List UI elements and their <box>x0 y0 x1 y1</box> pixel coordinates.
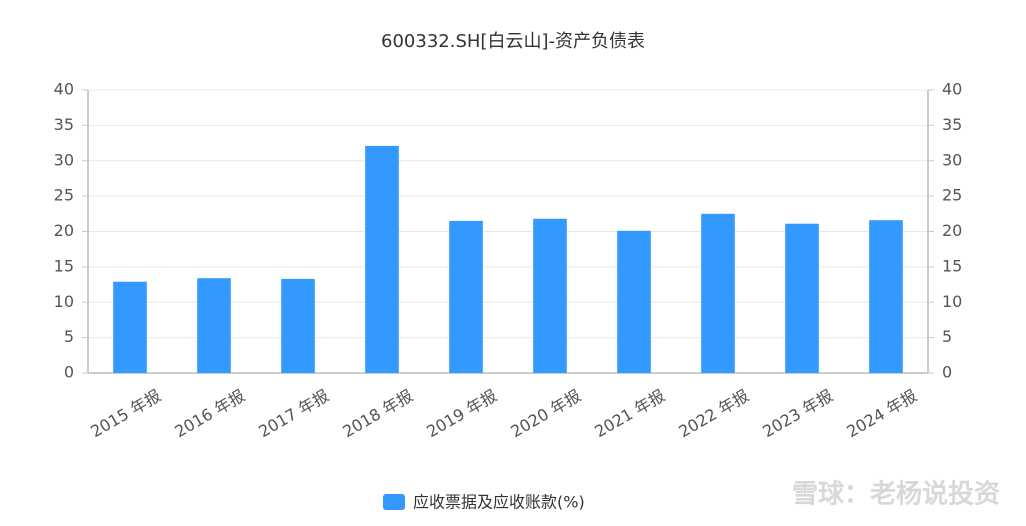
bar <box>533 218 567 373</box>
y2-tick-label: 0 <box>942 363 952 382</box>
x-tick-label: 2019 年报 <box>423 386 500 441</box>
legend-swatch <box>383 494 405 510</box>
y-tick-label: 5 <box>64 327 74 346</box>
x-tick-label: 2016 年报 <box>171 386 248 441</box>
x-tick-label: 2023 年报 <box>759 386 836 441</box>
bar <box>617 230 651 373</box>
x-tick-label: 2015 年报 <box>87 386 164 441</box>
chart-title: 600332.SH[白云山]-资产负债表 <box>381 31 645 52</box>
y-tick-label: 35 <box>54 115 74 134</box>
x-tick-label: 2024 年报 <box>843 386 920 441</box>
y2-tick-label: 30 <box>942 150 962 169</box>
bar <box>197 278 231 373</box>
bar <box>113 281 147 373</box>
legend-label: 应收票据及应收账款(%) <box>413 493 585 512</box>
x-tick-label: 2022 年报 <box>675 386 752 441</box>
y-tick-label: 20 <box>54 221 74 240</box>
y2-tick-label: 25 <box>942 186 962 205</box>
y2-tick-label: 5 <box>942 327 952 346</box>
y-tick-label: 15 <box>54 256 74 275</box>
y-tick-label: 30 <box>54 150 74 169</box>
y-tick-label: 25 <box>54 186 74 205</box>
bar <box>365 145 399 373</box>
bar <box>281 278 315 373</box>
y-tick-label: 0 <box>64 363 74 382</box>
bar <box>701 213 735 373</box>
y2-tick-label: 20 <box>942 221 962 240</box>
bar <box>869 220 903 373</box>
bar <box>785 223 819 373</box>
bar <box>449 220 483 373</box>
y2-tick-label: 10 <box>942 292 962 311</box>
y2-tick-label: 40 <box>942 80 962 99</box>
watermark: 雪球：老杨说投资 <box>792 480 1000 510</box>
x-tick-label: 2018 年报 <box>339 386 416 441</box>
y2-tick-label: 35 <box>942 115 962 134</box>
y-tick-label: 40 <box>54 80 74 99</box>
y2-tick-label: 15 <box>942 256 962 275</box>
x-tick-label: 2020 年报 <box>507 386 584 441</box>
x-tick-label: 2021 年报 <box>591 386 668 441</box>
x-tick-label: 2017 年报 <box>255 386 332 441</box>
y-tick-label: 10 <box>54 292 74 311</box>
